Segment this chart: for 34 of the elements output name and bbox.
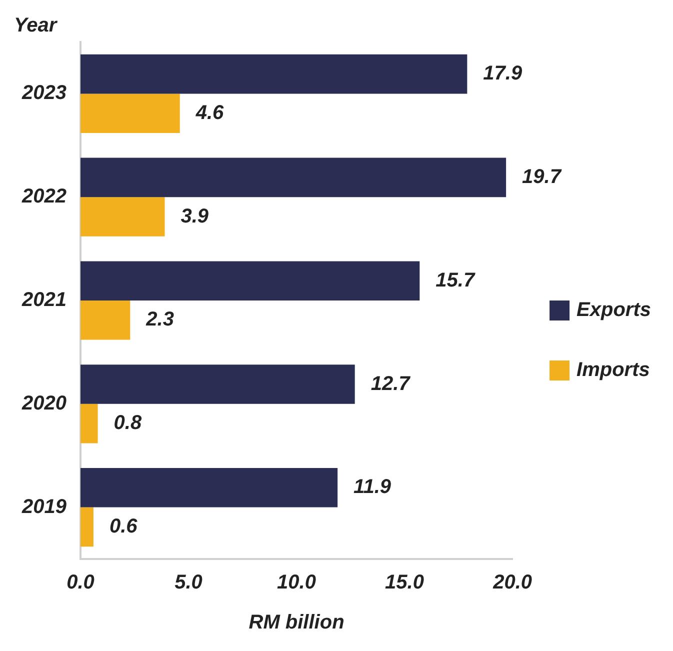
- data-label: 15.7: [436, 269, 476, 292]
- x-tick-label: 0.0: [66, 572, 94, 594]
- data-label: 3.9: [180, 205, 210, 228]
- x-tick-label: 15.0: [385, 572, 424, 594]
- data-label: 19.7: [522, 166, 562, 188]
- legend-label: Exports: [576, 299, 652, 322]
- data-label: 0.6: [109, 515, 138, 538]
- data-label: 0.8: [114, 412, 142, 434]
- data-label: 17.9: [483, 62, 523, 85]
- bar: [80, 54, 468, 94]
- bar: [80, 197, 165, 236]
- bar: [80, 158, 506, 198]
- y-axis-title: Year: [14, 14, 58, 37]
- bar: [80, 300, 130, 340]
- data-label: 12.7: [370, 372, 411, 395]
- x-tick-label: 5.0: [174, 572, 202, 594]
- x-axis-title: RM billion: [248, 612, 344, 634]
- data-label: 2.3: [145, 308, 174, 331]
- y-tick-label: 2023: [20, 82, 66, 104]
- bar: [80, 468, 338, 508]
- legend-label: Imports: [576, 359, 650, 382]
- bar: [80, 261, 420, 300]
- data-label: 11.9: [354, 476, 392, 498]
- bar: [80, 507, 94, 547]
- x-tick-label: 20.0: [492, 572, 532, 594]
- bar: [80, 94, 180, 133]
- y-tick-label: 2020: [20, 392, 66, 414]
- x-tick-label: 10.0: [277, 572, 316, 594]
- y-tick-label: 2021: [20, 289, 66, 312]
- y-tick-label: 2019: [20, 496, 68, 518]
- bar: [80, 364, 355, 404]
- bar: [80, 404, 98, 444]
- y-tick-label: 2022: [20, 186, 66, 208]
- data-label: 4.6: [194, 102, 225, 124]
